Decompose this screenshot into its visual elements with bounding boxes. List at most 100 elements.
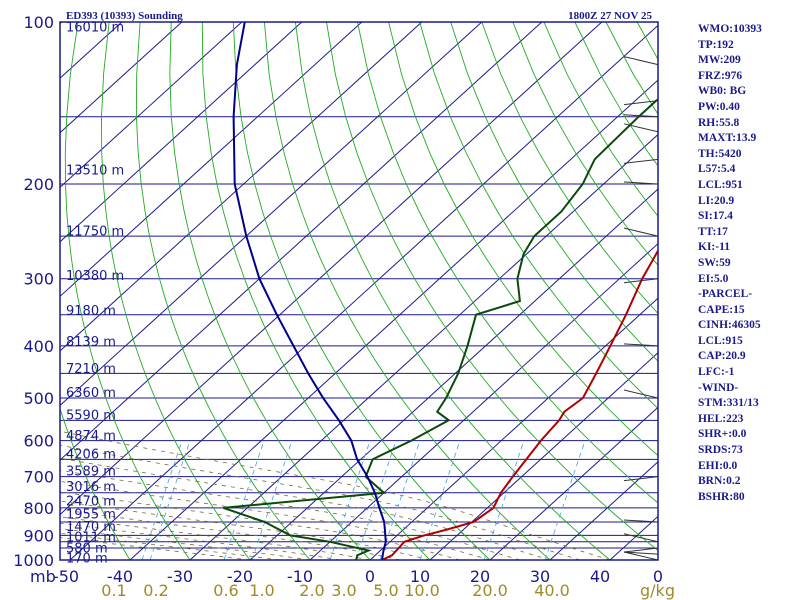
index-line: -PARCEL-: [698, 288, 753, 301]
wind-barb: [623, 181, 658, 185]
pressure-tick-label: 700: [23, 468, 54, 487]
index-line: BSHR:80: [698, 490, 745, 503]
index-line: SW:59: [698, 256, 731, 269]
height-label: 11750 m: [66, 224, 124, 239]
mixing-ratio-line: [419, 440, 461, 560]
index-line: SI:17.4: [698, 210, 733, 223]
valid-time: 1800Z 27 NOV 25: [568, 10, 652, 22]
pressure-tick-label: 800: [23, 499, 54, 518]
index-line: TP:192: [698, 38, 734, 51]
height-label: 1470 m: [66, 520, 116, 535]
temperature-tick-label: -10: [287, 567, 313, 586]
mixing-ratio-tick-label: 20.0: [472, 581, 508, 600]
dry-adiabat: [326, 22, 658, 552]
temperature-tick-label: -30: [167, 567, 193, 586]
index-line: -WIND-: [698, 381, 739, 394]
index-line: L57:5.4: [698, 163, 736, 176]
wind-barb: [623, 278, 658, 284]
dry-adiabat: [232, 22, 491, 560]
isotherm-line: [369, 297, 658, 560]
index-line: WMO:10393: [698, 23, 762, 35]
mixing-ratio-tick-label: 2.0: [299, 581, 324, 600]
temperature-tick-label: -40: [107, 567, 133, 586]
index-line: MW:209: [698, 54, 741, 67]
height-label: 13510 m: [66, 163, 124, 178]
height-label: 580 m: [66, 542, 108, 557]
moist-adiabat: [60, 444, 581, 560]
index-line: WB0: BG: [698, 85, 747, 98]
isotherm-line: [189, 133, 658, 560]
index-line: EI:5.0: [698, 272, 729, 285]
isotherm-line: [309, 242, 658, 560]
mixing-ratio-tick-label: 5.0: [373, 581, 398, 600]
mixing-ratio-line: [149, 440, 191, 560]
temperature-tick-label: 0: [365, 567, 375, 586]
isotherm-line: [60, 22, 303, 243]
wind-barb: [623, 227, 658, 237]
mixing-ratio-tick-label: 0.1: [101, 581, 126, 600]
dry-adiabat: [201, 22, 431, 560]
index-line: CAP:20.9: [698, 350, 746, 363]
dry-adiabat: [481, 22, 658, 315]
pressure-tick-label: 100: [23, 13, 54, 32]
dry-adiabat: [101, 22, 251, 560]
index-line: PW:0.40: [698, 100, 740, 113]
moist-adiabat: [60, 430, 611, 560]
mixing-ratio-tick-label: 1.0: [249, 581, 274, 600]
mixing-ratio-tick-label: 3.0: [331, 581, 356, 600]
dry-adiabat: [60, 407, 131, 560]
dry-adiabat: [357, 22, 658, 504]
indices-panel: WMO:10393 TP:192 MW:209 FRZ:976 WB0: BG PW:0.…: [698, 22, 798, 505]
height-label: 7210 m: [66, 362, 116, 377]
isotherm-line: [60, 22, 603, 516]
dry-adiabat: [64, 22, 191, 560]
isotherm-line: [69, 24, 658, 560]
wind-barb: [623, 519, 658, 523]
mixing-ratio-tick-label: 0.6: [213, 581, 238, 600]
height-label: 1955 m: [66, 508, 116, 523]
wind-barb: [623, 100, 658, 106]
wind-barb: [623, 551, 658, 560]
mixing-ratio-line: [329, 440, 371, 560]
pressure-tick-label: 500: [23, 389, 54, 408]
index-line: LI:20.9: [698, 194, 735, 207]
wind-barb: [623, 389, 658, 399]
mixing-ratio-line: [483, 440, 525, 560]
dry-adiabat: [263, 22, 551, 560]
height-label: 3589 m: [66, 465, 116, 480]
dry-adiabat: [135, 22, 311, 560]
isotherm-line: [0, 22, 2, 560]
index-line: KI:-11: [698, 241, 730, 254]
isotherm-line: [549, 461, 658, 560]
index-line: HEL:223: [698, 412, 744, 425]
index-line: LCL:951: [698, 178, 743, 191]
mixing-ratio-unit-label: g/kg: [640, 581, 675, 600]
wind-barb: [623, 56, 658, 66]
mixing-ratio-tick-label: 0.2: [143, 581, 168, 600]
height-label: 170 m: [66, 552, 108, 567]
wind-barb: [623, 114, 658, 118]
mixing-ratio-line: [251, 440, 293, 560]
index-line: RH:55.8: [698, 116, 740, 129]
temperature-profile: [381, 248, 658, 560]
index-line: TT:17: [698, 225, 728, 238]
height-label: 9180 m: [66, 304, 116, 319]
pressure-tick-label: 300: [23, 270, 54, 289]
index-line: CINH:46305: [698, 319, 761, 332]
isotherm-line: [129, 79, 658, 560]
pressure-tick-label: 600: [23, 432, 54, 451]
mixing-ratio-line: [141, 440, 183, 560]
station-title: ED393 (10393) Sounding: [66, 10, 183, 22]
height-label: 8139 m: [66, 335, 116, 350]
isotherm-line: [489, 406, 658, 560]
dry-adiabat: [450, 22, 658, 362]
height-label: 6360 m: [66, 386, 116, 401]
isotherm-line: [249, 188, 658, 560]
height-label: 4206 m: [66, 448, 116, 463]
mixing-ratio-line: [355, 440, 397, 560]
mixing-ratio-line: [544, 440, 586, 560]
parcel-profile: [232, 22, 387, 560]
wind-barb: [623, 547, 658, 553]
moist-adiabat: [60, 522, 341, 560]
mixing-ratio-line: [223, 440, 265, 560]
